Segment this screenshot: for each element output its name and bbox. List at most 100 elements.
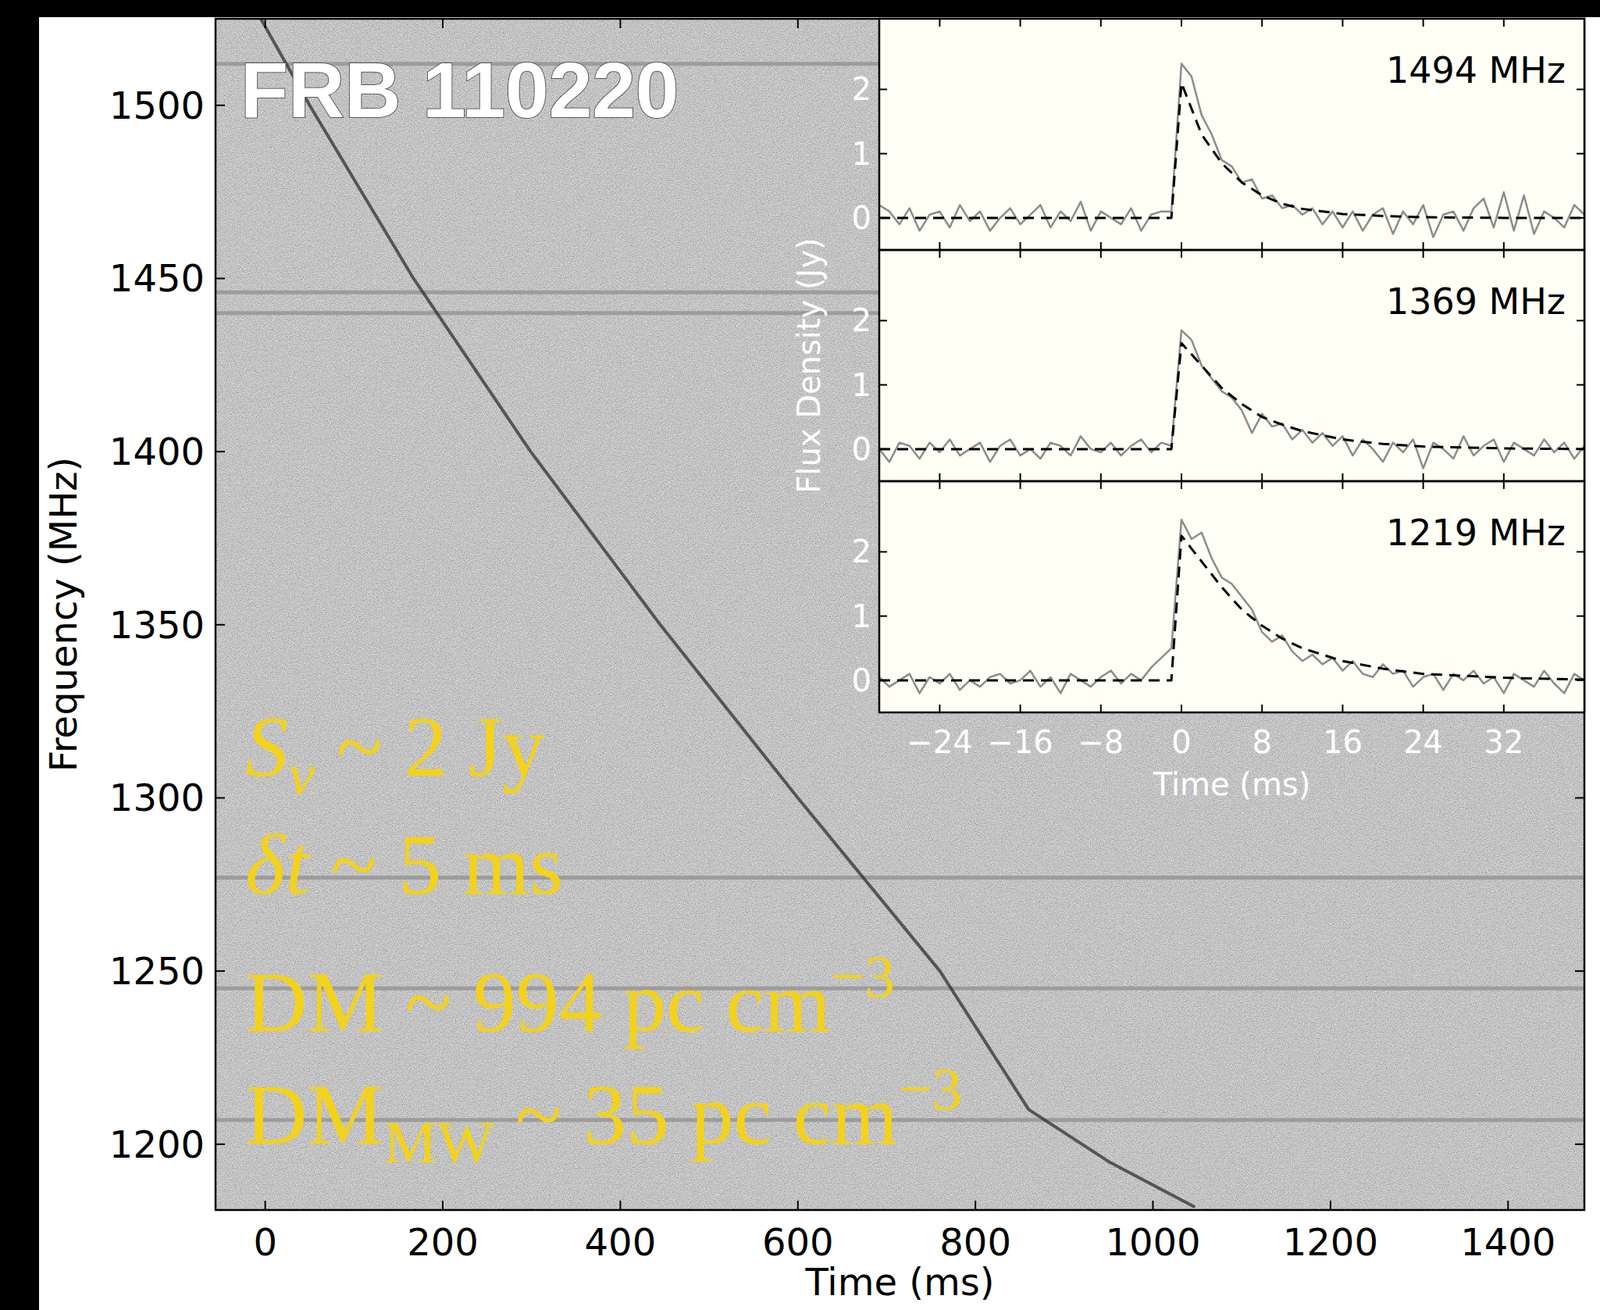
inset-y-tick (879, 550, 888, 553)
figure: 0200400600800100012001400120012501300135… (0, 0, 1600, 1310)
inset-x-tick-label: 8 (1251, 723, 1272, 760)
annotation-part: DM ~ 994 pc cm (245, 954, 831, 1050)
annotation-part: ~ 2 Jy (314, 698, 546, 795)
inset-frame (879, 481, 1585, 713)
inset-x-tick-top (1503, 249, 1505, 258)
inset-x-tick-top (1180, 481, 1183, 489)
inset-y-tick (879, 153, 888, 155)
inset-x-tick-top (1503, 481, 1505, 489)
inset-x-tick-top (1503, 18, 1505, 27)
x-tick (441, 1200, 444, 1210)
inset-y-tick (879, 679, 888, 681)
annotation-part: δt (245, 816, 311, 913)
inset-x-tick (1100, 242, 1102, 250)
inset-y-tick-right (1576, 217, 1585, 219)
inset-x-tick-top (1019, 18, 1022, 27)
inset-x-tick (1180, 704, 1183, 713)
inset-y-axis-title: Flux Density (Jy) (791, 237, 827, 493)
inset-y-tick-label: 0 (851, 662, 872, 699)
inset-y-tick-label: 0 (851, 199, 872, 236)
panel-title: 1219 MHz (1386, 511, 1566, 554)
y-tick (215, 796, 225, 799)
y-tick-label: 1350 (109, 602, 205, 647)
inset-background (879, 18, 1585, 713)
inset-y-tick-label: 2 (851, 302, 872, 339)
inset-x-tick-top (1261, 481, 1263, 489)
inset-x-tick-top (1180, 249, 1183, 258)
annotation-part: MW (383, 1108, 494, 1176)
y-tick-label: 1200 (109, 1122, 205, 1166)
inset-x-tick (1341, 704, 1344, 713)
inset-x-tick (1180, 242, 1183, 250)
model-line (879, 342, 1585, 449)
inset-x-tick (1180, 473, 1183, 482)
y-tick-label: 1450 (109, 256, 205, 300)
inset-y-tick-right (1576, 384, 1585, 386)
annotation: δt ~ 5 ms (245, 816, 564, 913)
inset-x-tick (1503, 473, 1505, 482)
inset-frame (879, 249, 1585, 482)
inset-x-tick (1422, 704, 1425, 713)
annotation-part: DM (245, 1066, 384, 1162)
inset-x-tick (1503, 704, 1505, 713)
inset-x-tick (1019, 704, 1022, 713)
y-tick (215, 623, 225, 626)
inset-x-tick-top (938, 18, 941, 27)
inset-y-tick-right (1576, 448, 1585, 450)
inset-x-tick-top (938, 481, 941, 489)
title: FRB 110220 (240, 46, 679, 134)
x-tick-label: 0 (253, 1219, 278, 1264)
annotation: Sν ~ 2 Jy (245, 698, 546, 808)
panel-title: 1494 MHz (1386, 49, 1566, 92)
inset-x-tick (1019, 473, 1022, 482)
inset-x-tick-top (1341, 481, 1344, 489)
x-tick (974, 1200, 977, 1210)
inset-x-tick-top (1180, 18, 1183, 27)
inset-y-tick (879, 217, 888, 219)
inset-x-tick (1422, 242, 1425, 250)
inset-x-tick (938, 242, 941, 250)
inset-x-tick (938, 473, 941, 482)
x-tick-top (441, 18, 444, 29)
inset-x-tick (938, 704, 941, 713)
y-tick (215, 969, 225, 972)
top-border (0, 0, 1600, 18)
inset-x-axis-title: Time (ms) (1152, 766, 1312, 802)
inset-x-tick-top (1019, 249, 1022, 258)
inset-frame (879, 18, 1585, 250)
y-tick (215, 1143, 225, 1145)
annotation: DM ~ 994 pc cm−3 (245, 942, 895, 1050)
inset-x-tick-top (1422, 481, 1425, 489)
inset-y-tick-right (1576, 88, 1585, 90)
x-tick-label: 1200 (1282, 1219, 1379, 1264)
x-tick-label: 800 (939, 1219, 1012, 1264)
inset-x-tick-top (1100, 249, 1102, 258)
inset-x-tick-top (1019, 481, 1022, 489)
inset-x-tick-label: 0 (1171, 723, 1191, 760)
figure-ground (39, 0, 1600, 1310)
inset-x-tick-top (1261, 18, 1263, 27)
annotation-part: S (245, 698, 289, 795)
x-tick (1151, 1200, 1154, 1210)
inset-y-tick-right (1576, 550, 1585, 553)
inset-y-tick-right (1576, 679, 1585, 681)
inset-y-tick-right (1576, 615, 1585, 617)
inset-x-tick-top (1100, 18, 1102, 27)
inset-x-tick-top (1100, 481, 1102, 489)
y-axis-title: Frequency (MHz) (41, 456, 86, 772)
inset-x-tick (1261, 704, 1263, 713)
noise (215, 18, 1585, 1210)
annotation: DMMW ~ 35 pc cm−3 (245, 1054, 963, 1176)
x-tick (1329, 1200, 1332, 1210)
x-tick (619, 1200, 621, 1210)
x-tick-top (797, 18, 799, 29)
inset-x-tick-top (1422, 249, 1425, 258)
inset-x-tick-top (1422, 18, 1425, 27)
inset-x-tick-label: −24 (906, 723, 973, 760)
plot-frame (215, 18, 1585, 1210)
inset-y-tick (879, 615, 888, 617)
plot-area (215, 18, 1585, 1210)
inset-y-tick-right (1576, 153, 1585, 155)
inset-x-tick (1503, 242, 1505, 250)
annotation-part: ~ 5 ms (309, 816, 564, 913)
